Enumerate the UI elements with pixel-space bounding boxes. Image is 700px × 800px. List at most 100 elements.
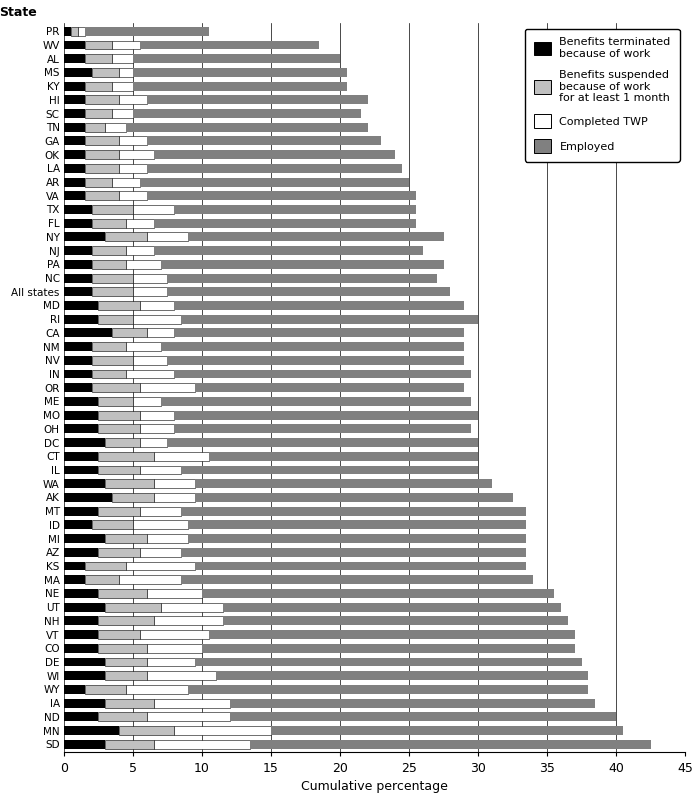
- Bar: [64, 410, 99, 420]
- Bar: [133, 68, 347, 77]
- Bar: [64, 466, 99, 474]
- Bar: [153, 452, 209, 461]
- Bar: [85, 122, 105, 132]
- Bar: [167, 438, 478, 447]
- Bar: [133, 287, 167, 296]
- Bar: [112, 493, 153, 502]
- Bar: [78, 26, 85, 36]
- Bar: [64, 658, 105, 666]
- Bar: [64, 575, 85, 584]
- Bar: [216, 671, 589, 680]
- Bar: [92, 521, 133, 530]
- Bar: [119, 575, 181, 584]
- Bar: [64, 356, 92, 365]
- Bar: [153, 150, 396, 159]
- Bar: [147, 534, 188, 543]
- Bar: [105, 438, 140, 447]
- Bar: [167, 287, 450, 296]
- Bar: [64, 397, 99, 406]
- Bar: [126, 260, 160, 269]
- Bar: [64, 562, 85, 570]
- Bar: [64, 260, 92, 269]
- Bar: [119, 137, 147, 146]
- Bar: [119, 726, 174, 735]
- Bar: [174, 370, 471, 378]
- Bar: [140, 301, 174, 310]
- Bar: [230, 698, 596, 707]
- Bar: [92, 342, 126, 351]
- Bar: [119, 68, 133, 77]
- Bar: [85, 41, 112, 50]
- Bar: [85, 137, 119, 146]
- Bar: [64, 589, 99, 598]
- Bar: [105, 698, 153, 707]
- Bar: [160, 342, 464, 351]
- Bar: [64, 712, 99, 722]
- Bar: [64, 26, 71, 36]
- Bar: [181, 466, 478, 474]
- Bar: [119, 95, 147, 104]
- Bar: [140, 410, 174, 420]
- Bar: [195, 479, 492, 488]
- Bar: [160, 602, 223, 611]
- Bar: [64, 685, 85, 694]
- Bar: [112, 41, 140, 50]
- Bar: [147, 671, 216, 680]
- Bar: [99, 616, 153, 626]
- Bar: [64, 314, 99, 324]
- Bar: [126, 370, 174, 378]
- Bar: [195, 493, 512, 502]
- Bar: [64, 479, 105, 488]
- Bar: [99, 314, 133, 324]
- Bar: [174, 410, 478, 420]
- Bar: [85, 82, 112, 90]
- Bar: [153, 218, 416, 228]
- Bar: [64, 425, 99, 434]
- Bar: [223, 616, 568, 626]
- Bar: [105, 658, 147, 666]
- Bar: [64, 218, 92, 228]
- Bar: [126, 218, 153, 228]
- Bar: [64, 506, 99, 516]
- Bar: [64, 164, 85, 173]
- Bar: [140, 548, 181, 557]
- Bar: [92, 260, 126, 269]
- Bar: [64, 122, 85, 132]
- Bar: [99, 548, 140, 557]
- Bar: [153, 493, 195, 502]
- Bar: [64, 41, 85, 50]
- Bar: [85, 178, 112, 186]
- Bar: [181, 575, 533, 584]
- Bar: [271, 726, 623, 735]
- Bar: [133, 356, 167, 365]
- Bar: [92, 218, 126, 228]
- Bar: [147, 95, 368, 104]
- Bar: [64, 521, 92, 530]
- Bar: [99, 630, 140, 639]
- Bar: [64, 205, 92, 214]
- Bar: [112, 178, 140, 186]
- Bar: [133, 54, 340, 63]
- Bar: [92, 205, 133, 214]
- Bar: [140, 630, 209, 639]
- Bar: [147, 658, 195, 666]
- Bar: [230, 712, 616, 722]
- Bar: [64, 150, 85, 159]
- Bar: [99, 425, 140, 434]
- Bar: [64, 452, 99, 461]
- Bar: [153, 479, 195, 488]
- Bar: [140, 383, 195, 392]
- Bar: [92, 383, 140, 392]
- Bar: [64, 54, 85, 63]
- Bar: [147, 191, 416, 200]
- Bar: [64, 602, 105, 611]
- Bar: [64, 109, 85, 118]
- Bar: [64, 233, 105, 242]
- Bar: [64, 246, 92, 255]
- Bar: [133, 274, 167, 282]
- Bar: [195, 562, 526, 570]
- Bar: [64, 301, 99, 310]
- Bar: [92, 356, 133, 365]
- Bar: [174, 301, 464, 310]
- Bar: [147, 233, 188, 242]
